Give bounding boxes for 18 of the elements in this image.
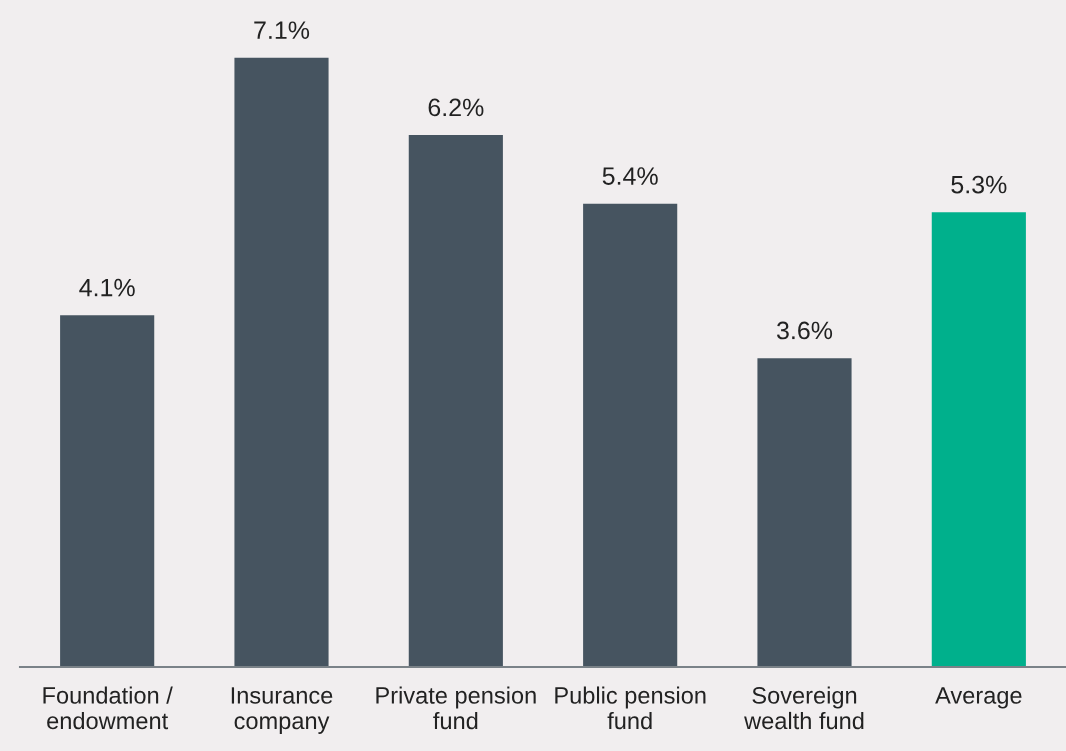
data-label: 5.4% [602, 167, 658, 185]
x-tick-label: Private pension fund [376, 686, 536, 730]
data-label: 7.1% [254, 21, 310, 39]
x-tick-label: Foundation / endowment [43, 686, 173, 730]
data-label: 5.3% [951, 175, 1007, 194]
bar [931, 212, 1026, 667]
x-tick-label: Insurance company [231, 687, 333, 734]
bar [757, 358, 852, 667]
data-label: 4.1% [79, 278, 135, 297]
bar [60, 315, 155, 667]
bar [234, 57, 329, 667]
bar [408, 135, 503, 667]
x-tick-label: Public pension fund [555, 686, 706, 730]
data-label: 3.6% [776, 321, 833, 340]
x-tick-label: Sovereign wealth fund [744, 686, 864, 730]
data-label: 6.2% [428, 98, 484, 117]
bar [583, 203, 678, 667]
x-tick-label: Average [935, 687, 1022, 709]
